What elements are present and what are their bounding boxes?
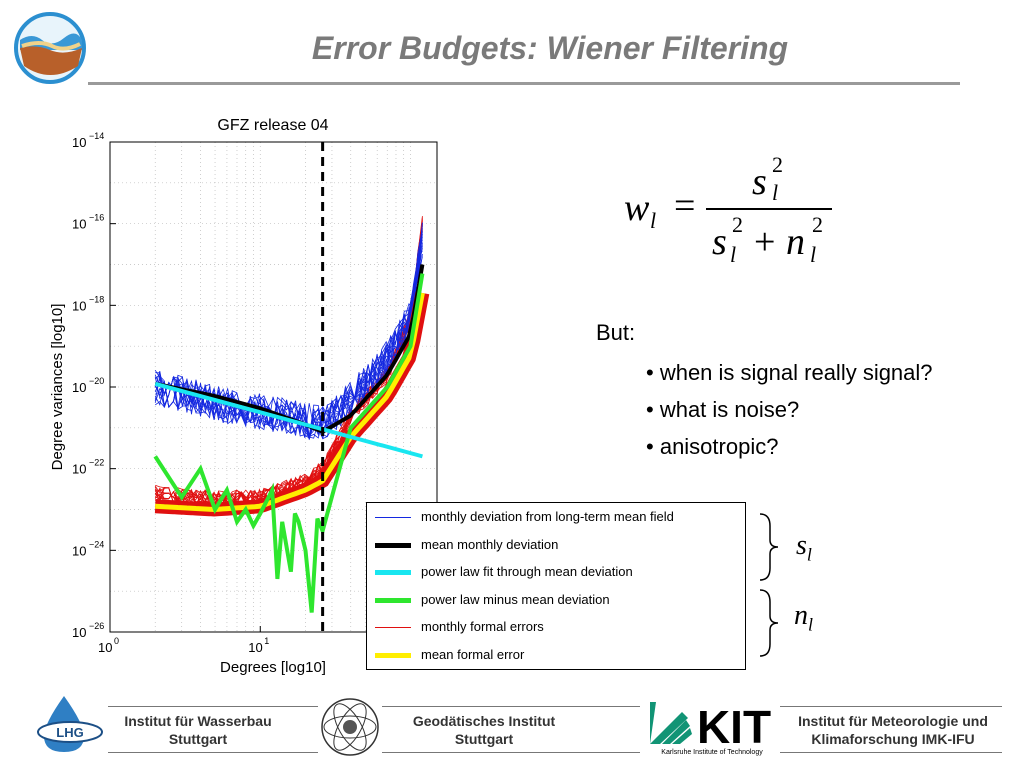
y-tick-label: 10 <box>72 380 86 395</box>
legend-swatch <box>375 542 411 548</box>
legend-item: power law minus mean deviation <box>367 590 745 612</box>
y-axis-label: Degree variances [log10] <box>49 304 66 471</box>
legend-label: power law minus mean deviation <box>421 591 610 607</box>
footer-right-institute: Institut für Meteorologie und Klimaforsch… <box>798 713 988 747</box>
formula-lhs-sub: l <box>650 208 657 233</box>
y-tick-label: 10 <box>72 462 86 477</box>
legend-swatch <box>375 517 411 518</box>
series-line-0 <box>154 245 423 440</box>
x-tick-exponent: 1 <box>264 636 269 646</box>
formula-lhs-var: w <box>624 187 650 229</box>
formula-den-var2: n <box>786 221 805 263</box>
signal-brace-icon <box>759 513 779 581</box>
series-line-5 <box>155 292 425 513</box>
formula-den-var1: s <box>712 221 727 263</box>
formula-den-sub2: l <box>810 242 817 267</box>
chart-title: GFZ release 04 <box>217 117 328 134</box>
bullet-icon: • <box>646 434 654 459</box>
series-line-2 <box>154 381 423 459</box>
formula-num-sup: 2 <box>772 152 783 177</box>
legend-label: monthly formal errors <box>421 619 544 634</box>
svg-text:Karlsruhe Institute of Technol: Karlsruhe Institute of Technology <box>661 749 763 756</box>
legend-label: mean formal error <box>421 646 525 662</box>
water-earth-logo-icon <box>14 12 86 84</box>
legend-swatch <box>375 652 411 658</box>
geodetic-institute-logo-icon <box>321 698 379 756</box>
footer-left-institute: Institut für Wasserbau Stuttgart <box>124 713 272 747</box>
y-tick-label: 10 <box>72 135 86 150</box>
legend-swatch <box>375 627 411 628</box>
title-divider <box>88 82 960 85</box>
noise-label: nl <box>794 600 814 635</box>
chart-legend: monthly deviation from long-term mean fi… <box>366 502 746 670</box>
question-item: • what is noise? <box>646 397 800 422</box>
y-tick-exponent: −20 <box>89 376 104 386</box>
y-tick-label: 10 <box>72 298 86 313</box>
x-axis-label: Degrees [log10] <box>220 659 326 676</box>
y-tick-exponent: −14 <box>89 131 104 141</box>
formula-den-sub1: l <box>730 242 737 267</box>
signal-label: sl <box>796 530 812 565</box>
bullet-icon: • <box>646 360 654 385</box>
legend-item: mean formal error <box>367 645 745 667</box>
y-tick-label: 10 <box>72 217 86 232</box>
plot-series <box>153 216 430 613</box>
question-item: • when is signal really signal? <box>646 360 933 385</box>
footer-rule <box>382 752 640 753</box>
series-line-0 <box>154 222 423 439</box>
formula-plus: + <box>754 221 776 263</box>
page-title: Error Budgets: Wiener Filtering <box>311 30 789 66</box>
y-tick-exponent: −16 <box>89 213 104 223</box>
y-tick-label: 10 <box>72 543 86 558</box>
footer-mid-institute: Geodätisches Institut Stuttgart <box>412 713 556 747</box>
lhg-logo-icon: LHG <box>37 696 103 752</box>
footer-rule <box>780 752 1002 753</box>
legend-item: monthly deviation from long-term mean fi… <box>367 507 745 529</box>
footer-rule <box>382 706 640 707</box>
series-line-4 <box>155 223 423 505</box>
kit-logo-icon: KIT Karlsruhe Institute of Technology <box>650 701 771 756</box>
legend-label: mean monthly deviation <box>421 536 559 552</box>
formula-den-sup2: 2 <box>812 212 823 237</box>
y-tick-exponent: −22 <box>89 458 104 468</box>
formula-num-sub: l <box>772 180 779 205</box>
formula-num-var: s <box>752 161 767 203</box>
legend-item: monthly formal errors <box>367 617 745 639</box>
legend-swatch <box>375 570 411 575</box>
bullet-icon: • <box>646 397 654 422</box>
footer-rule <box>780 706 1002 707</box>
legend-swatch <box>375 597 411 603</box>
series-line-3 <box>153 273 425 613</box>
formula-den-sup1: 2 <box>732 212 743 237</box>
legend-item: power law fit through mean deviation <box>367 562 745 584</box>
x-tick-exponent: 0 <box>114 636 119 646</box>
question-item: • anisotropic? <box>646 434 779 459</box>
footer-rule <box>108 706 318 707</box>
x-tick-label: 10 <box>98 640 112 655</box>
y-tick-label: 10 <box>72 625 86 640</box>
questions-lead: But: <box>596 320 636 345</box>
formula-fraction-bar <box>706 208 832 210</box>
formula-equals: = <box>674 185 696 227</box>
y-tick-exponent: −26 <box>89 621 104 631</box>
legend-label: monthly deviation from long-term mean fi… <box>421 509 674 524</box>
x-tick-label: 10 <box>248 640 262 655</box>
legend-item: mean monthly deviation <box>367 535 745 557</box>
wiener-filter-formula: w l = s l 2 s l 2 + n l 2 <box>620 150 850 280</box>
legend-label: power law fit through mean deviation <box>421 564 633 579</box>
svg-text:LHG: LHG <box>56 725 83 740</box>
y-tick-exponent: −18 <box>89 294 104 304</box>
y-tick-exponent: −24 <box>89 539 104 549</box>
footer-rule <box>108 752 318 753</box>
noise-brace-icon <box>759 589 779 657</box>
svg-text:KIT: KIT <box>697 701 771 753</box>
